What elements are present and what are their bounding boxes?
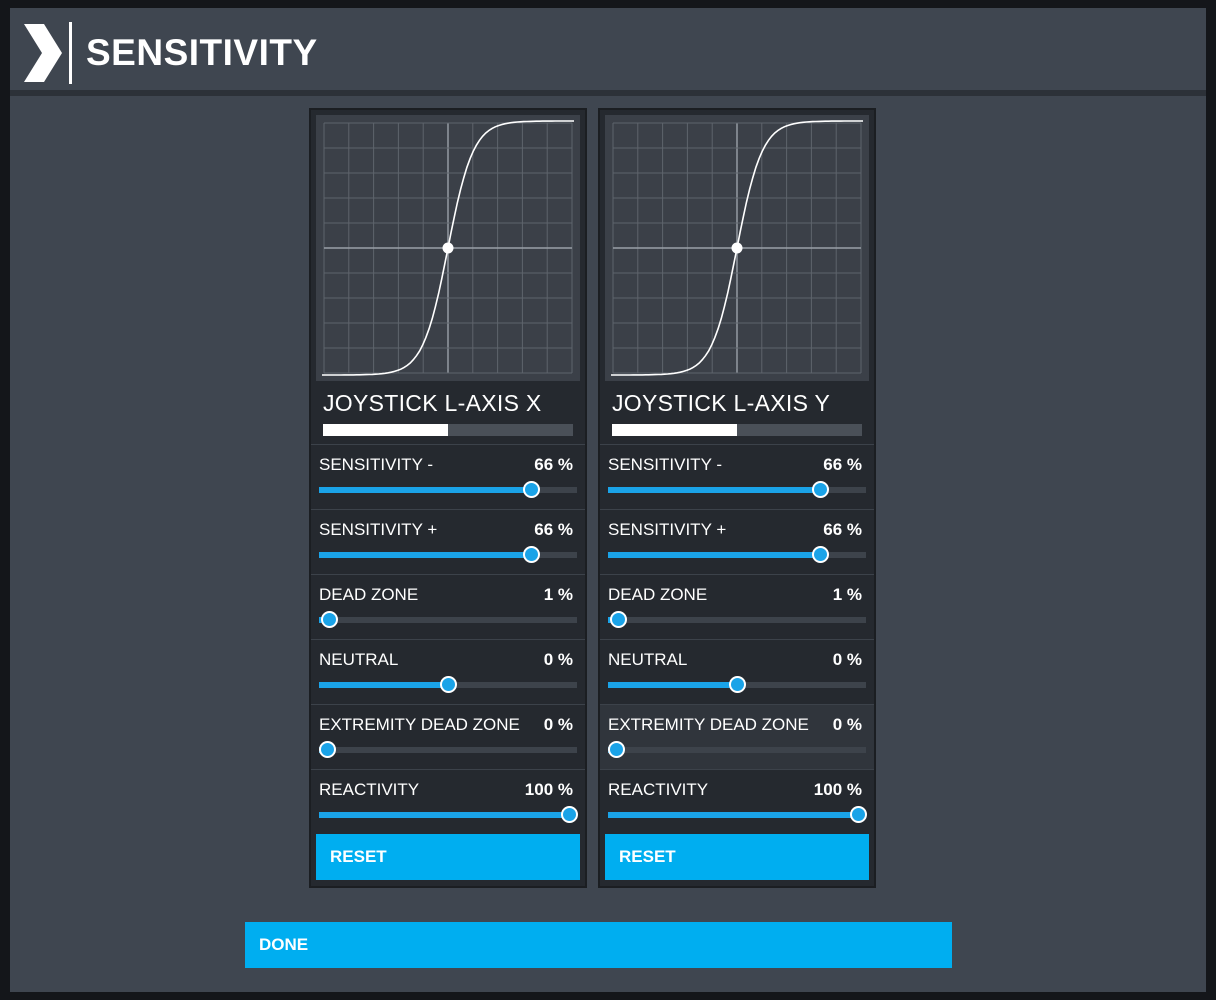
setting-dead-zone: DEAD ZONE 1 % xyxy=(311,574,585,639)
setting-label: SENSITIVITY + xyxy=(319,520,438,539)
setting-sensitivity-minus: SENSITIVITY - 66 % xyxy=(600,444,874,509)
slider-fill xyxy=(608,812,858,818)
setting-label: SENSITIVITY - xyxy=(319,455,433,474)
reset-button[interactable]: RESET xyxy=(316,834,580,880)
curve-center-point xyxy=(442,242,454,254)
setting-value: 1 % xyxy=(832,585,862,604)
slider-fill xyxy=(608,552,820,558)
chevron-right-icon xyxy=(24,22,72,84)
response-curve-graph xyxy=(316,115,580,381)
slider-thumb[interactable] xyxy=(440,676,457,693)
neutral-slider[interactable] xyxy=(319,676,577,693)
slider-thumb[interactable] xyxy=(319,741,336,758)
setting-value: 66 % xyxy=(534,520,573,539)
setting-reactivity: REACTIVITY 100 % xyxy=(311,769,585,834)
slider-thumb[interactable] xyxy=(811,546,829,563)
slider-thumb[interactable] xyxy=(522,481,540,498)
response-curve xyxy=(322,120,574,376)
slider-fill xyxy=(319,552,531,558)
sensitivity-minus-slider[interactable] xyxy=(608,481,866,498)
page-title: SENSITIVITY xyxy=(86,32,318,73)
setting-label: EXTREMITY DEAD ZONE xyxy=(319,715,520,734)
reset-button[interactable]: RESET xyxy=(605,834,869,880)
axis-panel-y: JOYSTICK L-AXIS Y SENSITIVITY - 66 % SEN… xyxy=(598,108,876,888)
setting-label: REACTIVITY xyxy=(608,780,709,799)
setting-extremity-dead-zone: EXTREMITY DEAD ZONE 0 % xyxy=(600,704,874,769)
slider-fill xyxy=(319,682,448,688)
setting-value: 66 % xyxy=(823,455,862,474)
axis-name: JOYSTICK L-AXIS X xyxy=(323,390,542,416)
axis-input-fill xyxy=(612,424,737,436)
setting-label: SENSITIVITY - xyxy=(608,455,722,474)
setting-reactivity: REACTIVITY 100 % xyxy=(600,769,874,834)
slider-fill xyxy=(608,487,820,493)
setting-extremity-dead-zone: EXTREMITY DEAD ZONE 0 % xyxy=(311,704,585,769)
sensitivity-plus-slider[interactable] xyxy=(319,546,577,563)
setting-value: 0 % xyxy=(832,715,862,734)
dead-zone-slider[interactable] xyxy=(319,611,577,628)
setting-value: 100 % xyxy=(813,780,862,799)
header: SENSITIVITY xyxy=(10,8,1206,96)
slider-thumb[interactable] xyxy=(321,611,339,628)
extremity-dead-zone-slider[interactable] xyxy=(319,741,577,758)
extremity-dead-zone-slider[interactable] xyxy=(608,741,866,758)
slider-thumb[interactable] xyxy=(610,611,628,628)
axis-input-bar xyxy=(612,424,862,436)
slider-thumb[interactable] xyxy=(561,806,578,823)
setting-value: 66 % xyxy=(534,455,573,474)
setting-label: NEUTRAL xyxy=(608,650,688,669)
slider-fill xyxy=(319,487,531,493)
slider-thumb[interactable] xyxy=(608,741,625,758)
setting-value: 66 % xyxy=(823,520,862,539)
slider-thumb[interactable] xyxy=(850,806,867,823)
done-button[interactable]: DONE xyxy=(245,922,952,968)
setting-label: DEAD ZONE xyxy=(608,585,708,604)
axis-name: JOYSTICK L-AXIS Y xyxy=(612,390,831,416)
setting-value: 100 % xyxy=(524,780,573,799)
setting-value: 0 % xyxy=(543,715,573,734)
axis-input-bar xyxy=(323,424,573,436)
setting-sensitivity-plus: SENSITIVITY + 66 % xyxy=(311,509,585,574)
neutral-slider[interactable] xyxy=(608,676,866,693)
setting-label: REACTIVITY xyxy=(319,780,420,799)
slider-thumb[interactable] xyxy=(729,676,746,693)
setting-label: SENSITIVITY + xyxy=(608,520,727,539)
setting-value: 0 % xyxy=(832,650,862,669)
axis-input-fill xyxy=(323,424,448,436)
setting-label: DEAD ZONE xyxy=(319,585,419,604)
axis-panel-x: JOYSTICK L-AXIS X SENSITIVITY - 66 % SEN… xyxy=(309,108,587,888)
curve-center-point xyxy=(731,242,743,254)
setting-neutral: NEUTRAL 0 % xyxy=(600,639,874,704)
setting-dead-zone: DEAD ZONE 1 % xyxy=(600,574,874,639)
reactivity-slider[interactable] xyxy=(319,806,578,823)
response-curve-graph xyxy=(605,115,869,381)
reactivity-slider[interactable] xyxy=(608,806,867,823)
slider-thumb[interactable] xyxy=(811,481,829,498)
slider-thumb[interactable] xyxy=(522,546,540,563)
sensitivity-plus-slider[interactable] xyxy=(608,546,866,563)
setting-label: EXTREMITY DEAD ZONE xyxy=(608,715,809,734)
setting-neutral: NEUTRAL 0 % xyxy=(311,639,585,704)
slider-fill xyxy=(319,812,569,818)
setting-sensitivity-plus: SENSITIVITY + 66 % xyxy=(600,509,874,574)
setting-value: 0 % xyxy=(543,650,573,669)
setting-value: 1 % xyxy=(543,585,573,604)
setting-sensitivity-minus: SENSITIVITY - 66 % xyxy=(311,444,585,509)
setting-label: NEUTRAL xyxy=(319,650,399,669)
slider-fill xyxy=(608,682,737,688)
dead-zone-slider[interactable] xyxy=(608,611,866,628)
response-curve xyxy=(611,120,863,376)
sensitivity-minus-slider[interactable] xyxy=(319,481,577,498)
